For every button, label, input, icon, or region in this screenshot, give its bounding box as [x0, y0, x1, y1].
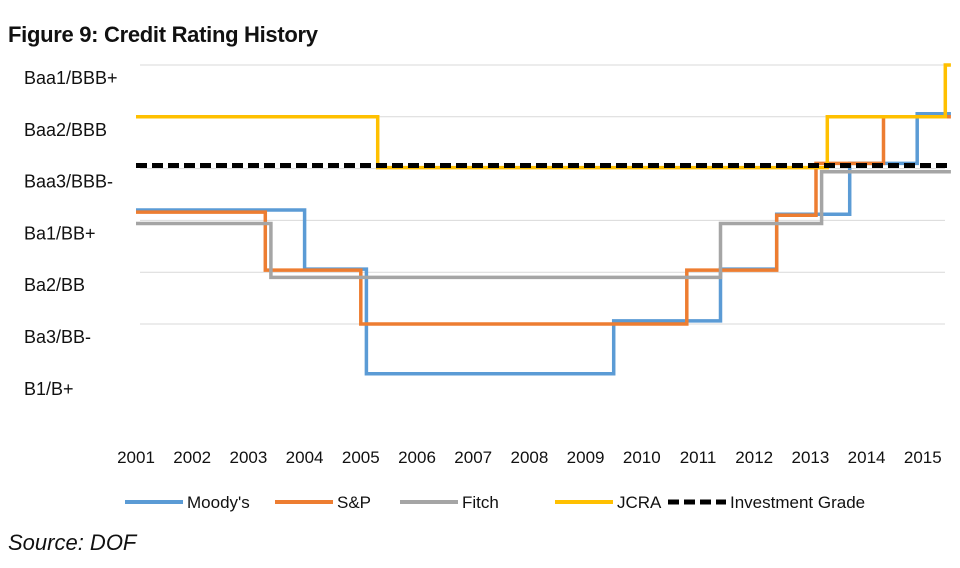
gridlines	[140, 64, 945, 325]
x-tick-label: 2011	[680, 448, 717, 467]
y-tick-label: Baa1/BBB+	[24, 68, 118, 88]
x-tick-label: 2014	[848, 448, 886, 467]
x-tick-label: 2007	[454, 448, 492, 467]
legend-label: Moody's	[187, 493, 250, 512]
legend-label: Fitch	[462, 493, 499, 512]
series-line-jcra	[136, 63, 951, 170]
y-tick-label: Ba3/BB-	[24, 327, 91, 347]
x-tick-label: 2003	[229, 448, 267, 467]
x-tick-label: 2002	[173, 448, 211, 467]
y-tick-label: Ba1/BB+	[24, 223, 96, 243]
legend-label: JCRA	[617, 493, 662, 512]
x-tick-label: 2004	[286, 448, 324, 467]
x-tick-label: 2013	[791, 448, 829, 467]
x-tick-label: 2015	[904, 448, 942, 467]
legend-label: S&P	[337, 493, 371, 512]
x-tick-label: 2006	[398, 448, 436, 467]
x-tick-label: 2009	[567, 448, 605, 467]
legend-label: Investment Grade	[730, 493, 865, 512]
source-note: Source: DOF	[8, 530, 137, 555]
y-axis-labels: B1/B+ Ba3/BB- Ba2/BB Ba1/BB+ Baa3/BBB- Baa2/B…	[24, 68, 118, 399]
x-tick-label: 2010	[623, 448, 661, 467]
x-axis-labels: 2001 2002 2003 2004 2005 2006 2007 2008 2009 2010…	[117, 448, 942, 467]
x-tick-label: 2005	[342, 448, 380, 467]
x-tick-label: 2012	[735, 448, 773, 467]
x-tick-label: 2008	[510, 448, 548, 467]
x-tick-label: 2001	[117, 448, 155, 467]
y-tick-label: Baa3/BBB-	[24, 172, 113, 192]
y-tick-label: Ba2/BB	[24, 275, 85, 295]
legend: Moody's S&P Fitch JCRA Investment Grade	[125, 493, 865, 512]
y-tick-label: B1/B+	[24, 379, 74, 399]
series-line-fitch	[136, 169, 951, 280]
series-lines	[136, 63, 951, 376]
y-tick-label: Baa2/BBB	[24, 120, 107, 140]
chart-title: Figure 9: Credit Rating History	[8, 22, 318, 47]
